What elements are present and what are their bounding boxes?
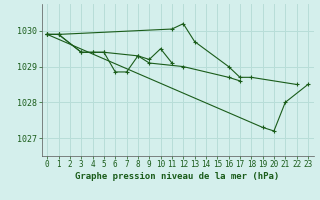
- X-axis label: Graphe pression niveau de la mer (hPa): Graphe pression niveau de la mer (hPa): [76, 172, 280, 181]
